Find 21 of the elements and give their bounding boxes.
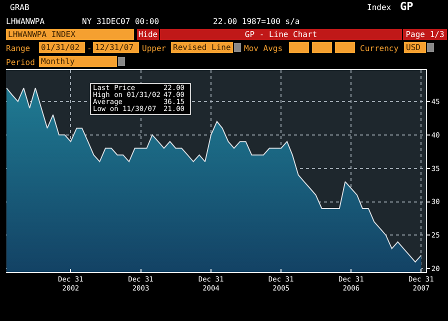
- text: GRAB: [10, 2, 30, 13]
- text: Monthly: [39, 56, 117, 67]
- text: 01/31/02: [39, 42, 85, 53]
- text: 12/31/07: [93, 42, 139, 53]
- text: NY 31DEC07 00:00: [82, 16, 160, 27]
- text: Page 1/3: [403, 29, 447, 40]
- text: LHWANWPA: [6, 16, 45, 27]
- text: Period: [6, 57, 35, 68]
- text: Mov Avgs: [244, 43, 283, 54]
- text: GP - Line Chart: [160, 29, 402, 40]
- text: -: [87, 43, 92, 54]
- chart-title: LHWANWPA INDEX: [6, 29, 134, 40]
- text: Index: [367, 2, 392, 13]
- text: Range: [6, 43, 30, 54]
- text: Currency: [360, 43, 399, 54]
- text: 22.00 1987=100 s/a: [213, 16, 300, 27]
- text: GP: [400, 0, 414, 13]
- text: Hide: [137, 29, 159, 40]
- text: USD: [404, 42, 426, 53]
- text: Upper: [142, 43, 166, 54]
- text: Revised Line: [171, 42, 233, 53]
